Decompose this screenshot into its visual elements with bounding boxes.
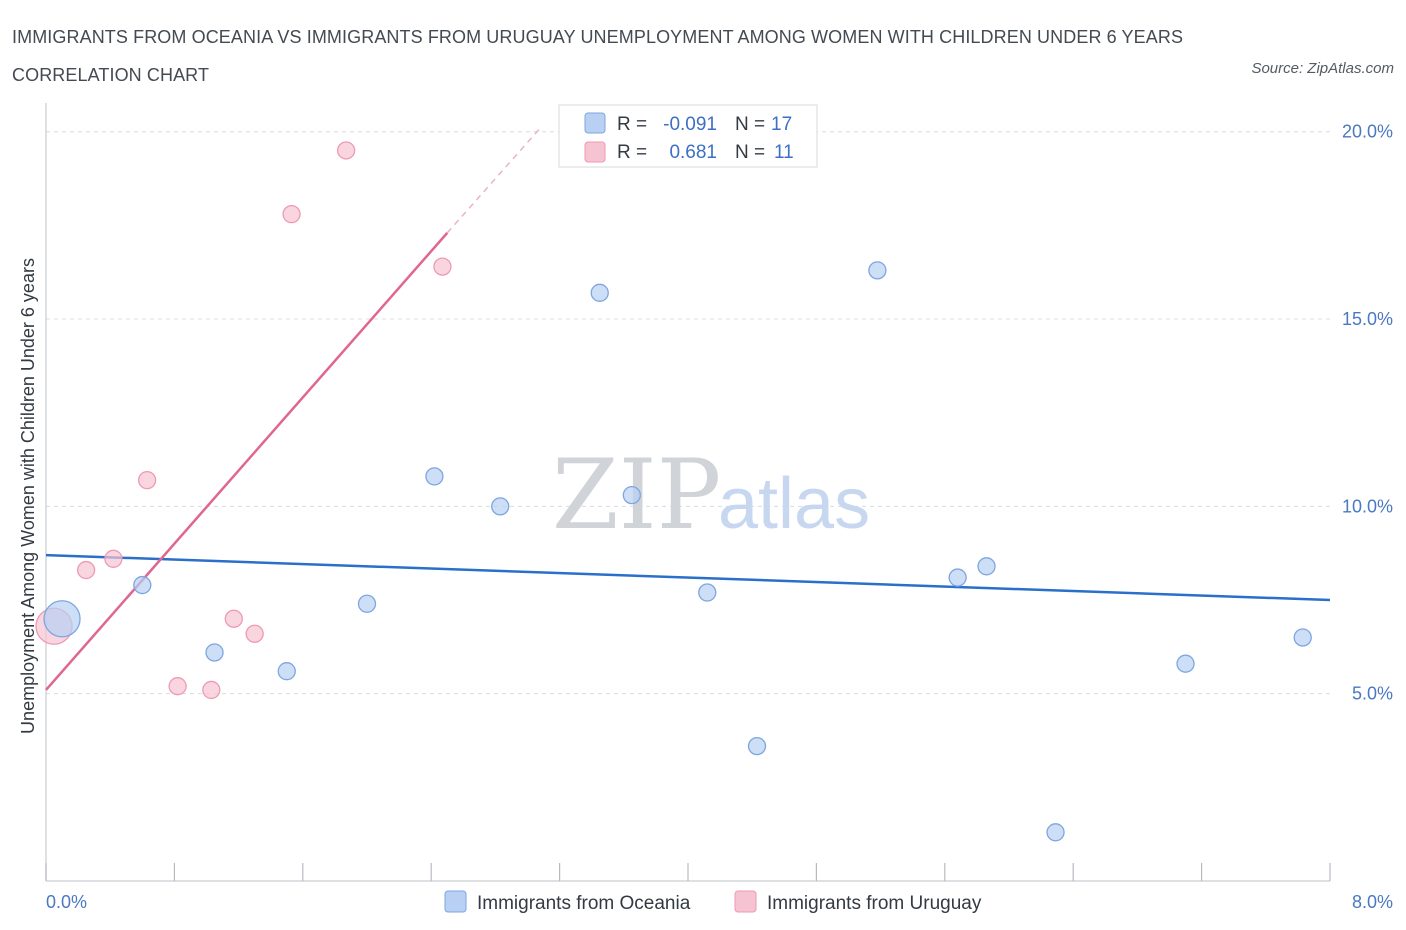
point-oceania-15 bbox=[1176, 654, 1195, 673]
point-oceania-16 bbox=[1293, 628, 1312, 647]
legend-n-label-oceania: N = bbox=[735, 114, 765, 135]
axes bbox=[45, 103, 1331, 882]
legend-r-value-oceania: -0.091 bbox=[663, 114, 717, 135]
point-oceania-12 bbox=[948, 568, 967, 587]
source-label: Source: ZipAtlas.com bbox=[1251, 60, 1394, 77]
gridlines bbox=[46, 131, 1330, 695]
point-uruguay-6 bbox=[224, 609, 243, 628]
legend-r-label-uruguay: R = bbox=[617, 142, 647, 163]
point-uruguay-8 bbox=[282, 205, 301, 224]
trend-line-uruguay-extension bbox=[446, 127, 541, 234]
point-uruguay-10 bbox=[433, 257, 452, 276]
trend-lines bbox=[45, 127, 1331, 691]
point-oceania-7 bbox=[590, 283, 609, 302]
point-oceania-11 bbox=[868, 261, 887, 280]
legend-n-value-oceania: 17 bbox=[771, 114, 792, 135]
point-oceania-13 bbox=[977, 557, 996, 576]
point-uruguay-4 bbox=[168, 677, 187, 696]
point-oceania-3 bbox=[277, 662, 296, 681]
point-uruguay-1 bbox=[76, 560, 96, 580]
correlation-legend: R = -0.091 N = 17 R = 0.681 N = 11 bbox=[558, 104, 818, 168]
point-oceania-10 bbox=[747, 736, 767, 756]
watermark-atlas: atlas bbox=[718, 464, 870, 544]
point-oceania-8 bbox=[622, 485, 641, 505]
point-oceania-9 bbox=[698, 583, 717, 602]
bottom-legend-swatch-oceania bbox=[444, 890, 467, 913]
trend-line-uruguay bbox=[45, 232, 449, 691]
x-tick-label-1: 8.0% bbox=[1352, 892, 1393, 912]
y-axis-title: Unemployment Among Women with Children U… bbox=[18, 258, 38, 734]
x-tick-label-0: 0.0% bbox=[46, 892, 87, 912]
point-uruguay-5 bbox=[202, 680, 221, 700]
point-oceania-6 bbox=[491, 497, 510, 516]
data-points bbox=[35, 141, 1312, 842]
point-oceania-14 bbox=[1046, 823, 1065, 842]
y-tick-label-2: 15.0% bbox=[1342, 309, 1393, 329]
y-tick-label-1: 10.0% bbox=[1342, 496, 1393, 516]
bottom-legend-oceania: Immigrants from Oceania bbox=[477, 893, 691, 914]
point-oceania-2 bbox=[205, 643, 224, 662]
trend-line-oceania bbox=[45, 553, 1331, 602]
point-uruguay-3 bbox=[137, 470, 157, 490]
tick-labels: 5.0% 10.0% 15.0% 20.0% 0.0% 8.0% bbox=[46, 122, 1393, 912]
point-uruguay-7 bbox=[245, 624, 264, 643]
chart-title: IMMIGRANTS FROM OCEANIA VS IMMIGRANTS FR… bbox=[12, 27, 1184, 85]
series-legend: Immigrants from Oceania Immigrants from … bbox=[444, 890, 982, 914]
legend-r-label-oceania: R = bbox=[617, 114, 647, 135]
legend-n-label-uruguay: N = bbox=[735, 142, 765, 163]
legend-r-value-uruguay: 0.681 bbox=[669, 142, 717, 163]
point-uruguay-9 bbox=[336, 141, 356, 160]
point-oceania-4 bbox=[357, 594, 377, 613]
bottom-legend-swatch-uruguay bbox=[734, 890, 757, 913]
y-tick-label-3: 20.0% bbox=[1342, 122, 1393, 142]
point-uruguay-2 bbox=[104, 549, 123, 568]
legend-swatch-oceania bbox=[584, 112, 606, 134]
point-oceania-0 bbox=[43, 600, 81, 638]
legend-swatch-uruguay bbox=[584, 141, 606, 163]
bottom-legend-uruguay: Immigrants from Uruguay bbox=[767, 893, 982, 914]
y-tick-label-0: 5.0% bbox=[1352, 684, 1393, 704]
legend-n-value-uruguay: 11 bbox=[774, 142, 794, 163]
point-oceania-1 bbox=[133, 575, 152, 595]
point-oceania-5 bbox=[425, 467, 444, 486]
